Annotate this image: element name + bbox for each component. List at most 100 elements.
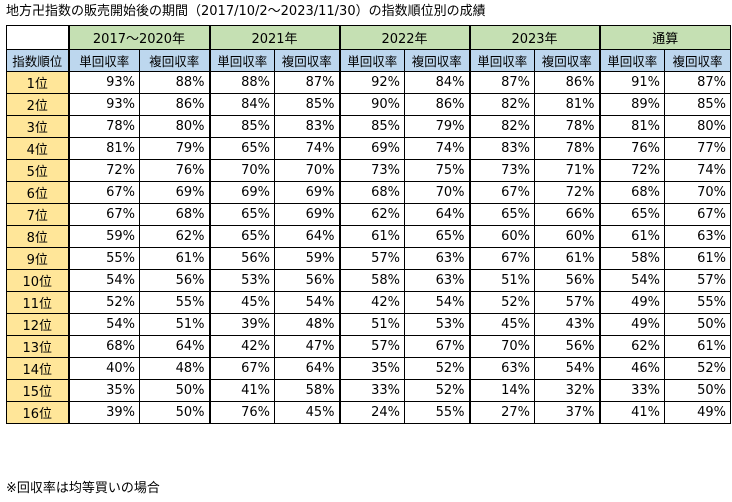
win-return-cell: 65% [469, 203, 535, 226]
win-return-cell: 58% [339, 269, 405, 292]
win-return-header: 単回収率 [339, 49, 405, 72]
win-return-cell: 52% [68, 291, 140, 314]
results-table: 2017〜2020年 2021年 2022年 2023年 通算 指数順位 単回収… [6, 25, 731, 424]
place-return-header: 複回収率 [404, 49, 471, 72]
win-return-cell: 92% [339, 71, 405, 94]
rank-cell: 9位 [6, 247, 70, 270]
place-return-cell: 57% [664, 269, 731, 292]
place-return-cell: 60% [534, 225, 601, 248]
place-return-cell: 76% [139, 159, 211, 182]
win-return-cell: 65% [209, 225, 275, 248]
table-row: 5位 72% 76% 70% 70% 73% 75% 73% 71% 72% 74% [6, 159, 731, 182]
place-return-cell: 67% [664, 203, 731, 226]
place-return-cell: 85% [664, 93, 731, 116]
place-return-cell: 48% [274, 313, 341, 336]
place-return-cell: 69% [139, 181, 211, 204]
win-return-cell: 53% [209, 269, 275, 292]
win-return-cell: 27% [469, 401, 535, 424]
win-return-cell: 61% [339, 225, 405, 248]
win-return-cell: 40% [68, 357, 140, 380]
win-return-cell: 60% [469, 225, 535, 248]
win-return-cell: 42% [209, 335, 275, 358]
rank-cell: 1位 [6, 71, 70, 94]
place-return-cell: 56% [274, 269, 341, 292]
rank-column-header: 指数順位 [6, 49, 70, 72]
place-return-cell: 54% [534, 357, 601, 380]
place-return-cell: 61% [664, 335, 731, 358]
win-return-cell: 73% [469, 159, 535, 182]
place-return-cell: 78% [534, 115, 601, 138]
place-return-cell: 52% [404, 379, 471, 402]
win-return-cell: 39% [68, 401, 140, 424]
page-title: 地方卍指数の販売開始後の期間（2017/10/2〜2023/11/30）の指数順… [6, 4, 486, 19]
corner-cell [6, 25, 70, 50]
win-return-cell: 51% [469, 269, 535, 292]
table-row: 8位 59% 62% 65% 64% 61% 65% 60% 60% 61% 63% [6, 225, 731, 248]
rank-cell: 2位 [6, 93, 70, 116]
win-return-cell: 72% [599, 159, 665, 182]
win-return-cell: 46% [599, 357, 665, 380]
place-return-header: 複回収率 [274, 49, 341, 72]
period-header-row: 2017〜2020年 2021年 2022年 2023年 通算 [6, 25, 731, 50]
win-return-cell: 70% [469, 335, 535, 358]
win-return-cell: 65% [599, 203, 665, 226]
win-return-cell: 57% [339, 335, 405, 358]
win-return-cell: 54% [68, 269, 140, 292]
win-return-header: 単回収率 [68, 49, 140, 72]
win-return-cell: 67% [469, 247, 535, 270]
period-header: 2023年 [469, 25, 601, 50]
win-return-cell: 93% [68, 93, 140, 116]
place-return-cell: 64% [274, 357, 341, 380]
place-return-cell: 71% [534, 159, 601, 182]
win-return-cell: 39% [209, 313, 275, 336]
place-return-cell: 86% [534, 71, 601, 94]
place-return-cell: 80% [139, 115, 211, 138]
place-return-cell: 55% [404, 401, 471, 424]
place-return-cell: 50% [139, 379, 211, 402]
place-return-cell: 50% [664, 313, 731, 336]
table-row: 13位 68% 64% 42% 47% 57% 67% 70% 56% 62% 61% [6, 335, 731, 358]
win-return-cell: 45% [209, 291, 275, 314]
place-return-cell: 83% [274, 115, 341, 138]
place-return-cell: 51% [139, 313, 211, 336]
place-return-cell: 57% [534, 291, 601, 314]
place-return-cell: 58% [274, 379, 341, 402]
rank-cell: 10位 [6, 269, 70, 292]
win-return-cell: 33% [599, 379, 665, 402]
win-return-cell: 76% [599, 137, 665, 160]
place-return-cell: 63% [404, 247, 471, 270]
rank-cell: 13位 [6, 335, 70, 358]
win-return-cell: 88% [209, 71, 275, 94]
win-return-cell: 56% [209, 247, 275, 270]
place-return-cell: 43% [534, 313, 601, 336]
period-header: 2022年 [339, 25, 471, 50]
table-row: 12位 54% 51% 39% 48% 51% 53% 45% 43% 49% 50% [6, 313, 731, 336]
win-return-cell: 49% [599, 291, 665, 314]
table-row: 14位 40% 48% 67% 64% 35% 52% 63% 54% 46% 52% [6, 357, 731, 380]
rank-cell: 6位 [6, 181, 70, 204]
rank-cell: 7位 [6, 203, 70, 226]
win-return-header: 単回収率 [599, 49, 665, 72]
win-return-cell: 69% [209, 181, 275, 204]
rank-cell: 16位 [6, 401, 70, 424]
win-return-cell: 93% [68, 71, 140, 94]
win-return-cell: 62% [599, 335, 665, 358]
place-return-cell: 53% [404, 313, 471, 336]
win-return-cell: 41% [599, 401, 665, 424]
place-return-cell: 61% [534, 247, 601, 270]
win-return-cell: 67% [68, 181, 140, 204]
place-return-cell: 61% [664, 247, 731, 270]
place-return-cell: 79% [404, 115, 471, 138]
place-return-cell: 84% [404, 71, 471, 94]
place-return-cell: 87% [664, 71, 731, 94]
win-return-cell: 85% [339, 115, 405, 138]
place-return-cell: 59% [274, 247, 341, 270]
place-return-cell: 86% [404, 93, 471, 116]
win-return-cell: 52% [469, 291, 535, 314]
place-return-cell: 70% [404, 181, 471, 204]
win-return-cell: 57% [339, 247, 405, 270]
place-return-cell: 55% [664, 291, 731, 314]
place-return-cell: 50% [139, 401, 211, 424]
place-return-cell: 69% [274, 181, 341, 204]
win-return-cell: 55% [68, 247, 140, 270]
